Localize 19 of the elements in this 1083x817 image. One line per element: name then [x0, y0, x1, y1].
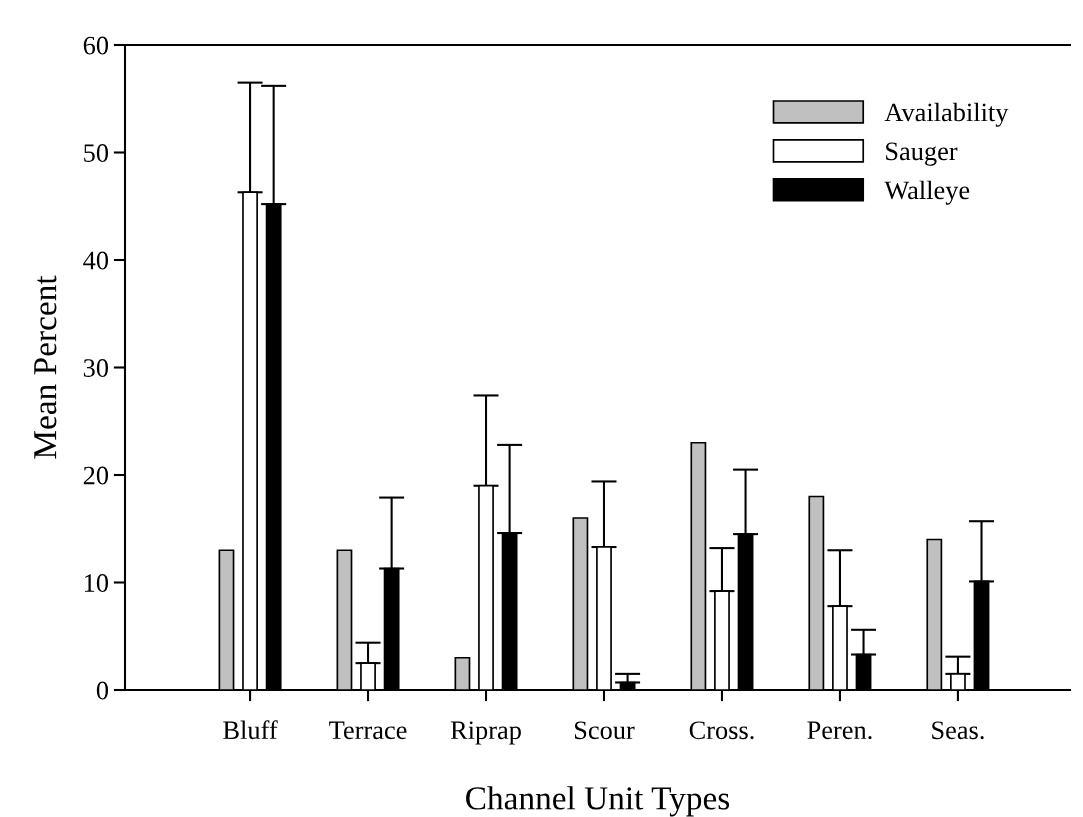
x-tick-label: Cross. [689, 721, 754, 740]
y-tick-label: 0 [96, 681, 109, 700]
y-axis-title: Mean Percent [34, 275, 57, 459]
x-tick-label: Peren. [807, 721, 872, 740]
y-tick-label: 20 [83, 466, 109, 485]
x-tick-label: Riprap [450, 721, 521, 745]
x-tick-label: Terrace [329, 721, 407, 740]
y-tick-label: 10 [84, 574, 109, 592]
legend-label: Availability [884, 102, 1009, 127]
y-tick-label: 40 [83, 251, 109, 270]
y-tick-label: 30 [83, 359, 109, 377]
x-axis-title: Channel Unit Types [466, 786, 730, 817]
y-tick-label: 60 [83, 36, 109, 55]
x-tick-label: Bluff [223, 720, 278, 740]
y-tick-label: 50 [84, 144, 109, 162]
legend-label: Sauger [886, 142, 958, 166]
x-tick-label: Scour [574, 721, 635, 740]
x-tick-label: Seas. [932, 721, 984, 740]
legend-label: Walleye [884, 180, 970, 205]
